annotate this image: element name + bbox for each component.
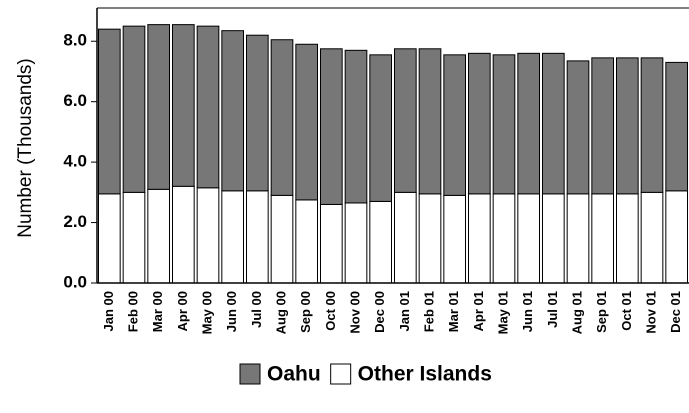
bar-segment — [98, 28, 121, 195]
y-tick-label: 6.0 — [63, 91, 87, 110]
bar-segment — [665, 190, 688, 284]
x-tick-label: Jan 01 — [397, 291, 412, 331]
bar-segment — [566, 193, 590, 284]
bar-segment — [369, 54, 393, 202]
x-tick-label: Jun 01 — [520, 291, 535, 332]
bar-segment — [344, 49, 368, 204]
x-tick-label: Aug 01 — [569, 291, 584, 334]
bar-segment — [517, 52, 540, 195]
bar-segment — [468, 52, 491, 195]
bar-segment — [122, 25, 146, 193]
x-tick-label: Dec 01 — [668, 291, 683, 333]
bar-segment — [616, 57, 639, 195]
x-tick-label: Mar 00 — [150, 291, 165, 332]
x-tick-label: May 01 — [495, 291, 510, 334]
x-tick-label: Nov 00 — [347, 291, 362, 334]
bar-segment — [122, 191, 146, 284]
bar-segment — [394, 191, 417, 284]
x-tick-label: Dec 00 — [372, 291, 387, 333]
bar-segment — [196, 187, 220, 284]
bar-segment — [665, 61, 688, 192]
bar-segment — [566, 60, 590, 195]
bar-segment — [591, 57, 614, 195]
x-tick-label: Apr 01 — [471, 291, 486, 331]
x-tick-label: Oct 00 — [323, 291, 338, 331]
bar-segment — [542, 52, 565, 195]
legend-swatch — [239, 363, 261, 385]
bar-segment — [172, 185, 195, 284]
bar-segment — [443, 194, 467, 284]
x-tick-label: May 00 — [199, 291, 214, 334]
bar-segment — [517, 193, 540, 284]
bar-segment — [394, 48, 417, 193]
bar-segment — [221, 190, 244, 284]
bar-segment — [147, 188, 170, 284]
x-tick-label: Feb 00 — [125, 291, 140, 332]
bar-segment — [542, 193, 565, 284]
y-axis-label: Number (Thousands) — [15, 58, 36, 238]
bar-segment — [98, 193, 121, 284]
x-tick-label: Nov 01 — [643, 291, 658, 334]
bar-segment — [246, 190, 269, 284]
x-tick-label: Feb 01 — [421, 291, 436, 332]
bar-segment — [640, 191, 664, 284]
bar-segment — [196, 25, 220, 189]
x-tick-label: Oct 01 — [619, 291, 634, 331]
x-tick-label: Jul 01 — [545, 291, 560, 328]
bar-segment — [492, 193, 516, 284]
bar-segment — [270, 39, 294, 196]
bar-segment — [468, 193, 491, 284]
bar-segment — [172, 24, 195, 187]
x-tick-label: Apr 00 — [175, 291, 190, 331]
legend-label: Oahu — [267, 363, 321, 386]
bar-segment — [418, 193, 442, 284]
bar-segment — [591, 193, 614, 284]
bar-segment — [344, 202, 368, 284]
bar-segment — [320, 48, 343, 205]
bar-segment — [492, 54, 516, 195]
x-tick-label: Jun 00 — [224, 291, 239, 332]
bar-segment — [295, 43, 319, 201]
bar-segment — [221, 30, 244, 192]
y-tick-label: 0.0 — [63, 272, 87, 291]
bar-segment — [640, 57, 664, 193]
bar-segment — [246, 34, 269, 192]
legend-swatch — [330, 363, 352, 385]
x-tick-label: Aug 00 — [273, 291, 288, 334]
y-tick-label: 2.0 — [63, 212, 87, 231]
x-tick-label: Mar 01 — [446, 291, 461, 332]
bar-segment — [369, 200, 393, 284]
x-tick-label: Sep 01 — [594, 291, 609, 333]
x-tick-label: Jan 00 — [101, 291, 116, 331]
bar-segment — [295, 199, 319, 284]
bar-segment — [320, 203, 343, 284]
bar-segment — [418, 48, 442, 195]
y-tick-label: 4.0 — [63, 152, 87, 171]
legend-label: Other Islands — [358, 363, 492, 386]
bar-segment — [616, 193, 639, 284]
bar-segment — [270, 194, 294, 284]
bar-segment — [443, 54, 467, 196]
bar-segment — [147, 24, 170, 190]
y-tick-label: 8.0 — [63, 31, 87, 50]
x-tick-label: Jul 00 — [249, 291, 264, 328]
x-tick-label: Sep 00 — [298, 291, 313, 333]
